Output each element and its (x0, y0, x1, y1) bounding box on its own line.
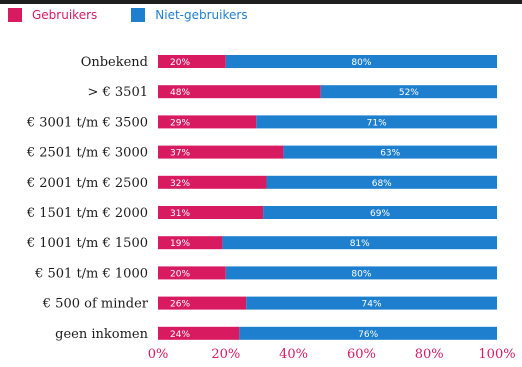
value-label-users: 26% (170, 300, 190, 310)
value-label-users: 20% (170, 58, 190, 68)
legend: Gebruikers Niet-gebruikers (8, 8, 248, 22)
value-label-nonusers: 69% (370, 209, 390, 219)
value-label-users: 19% (170, 239, 190, 249)
category-label: € 1001 t/m € 1500 (26, 236, 148, 251)
bar-users (158, 85, 321, 99)
value-label-nonusers: 81% (350, 239, 370, 249)
category-label: € 501 t/m € 1000 (34, 266, 148, 281)
bar-users (158, 296, 247, 310)
category-label: € 1501 t/m € 2000 (26, 206, 148, 221)
value-label-nonusers: 52% (399, 88, 419, 98)
value-label-users: 37% (170, 149, 190, 159)
bar-users (158, 145, 284, 159)
bar-nonusers (222, 236, 497, 250)
bar-users (158, 266, 226, 280)
value-label-nonusers: 80% (351, 269, 371, 279)
category-label: € 2501 t/m € 3000 (26, 146, 148, 161)
category-label: € 500 of minder (42, 297, 149, 312)
bar-nonusers (225, 55, 498, 68)
legend-item-users: Gebruikers (8, 8, 97, 22)
category-label: € 2001 t/m € 2500 (26, 176, 148, 191)
category-label: € 3001 t/m € 3500 (26, 115, 148, 130)
value-label-users: 31% (170, 209, 190, 219)
value-label-users: 24% (170, 330, 190, 340)
bar-users (158, 206, 264, 219)
x-tick-label: 40% (279, 347, 308, 362)
top-strip (0, 0, 522, 4)
bar-users (158, 326, 240, 340)
legend-label-users: Gebruikers (32, 8, 98, 22)
category-label: geen inkomen (55, 327, 148, 342)
value-label-nonusers: 63% (380, 149, 400, 159)
bar-nonusers (225, 266, 498, 280)
value-label-users: 29% (170, 118, 190, 128)
value-label-nonusers: 74% (362, 300, 382, 310)
bar-nonusers (283, 145, 497, 159)
x-tick-label: 100% (478, 347, 515, 362)
legend-item-nonusers: Niet-gebruikers (131, 8, 248, 22)
bar-nonusers (246, 296, 497, 310)
bar-users (158, 115, 257, 129)
legend-label-nonusers: Niet-gebruikers (155, 8, 248, 22)
bar-nonusers (320, 85, 497, 99)
x-tick-label: 0% (148, 347, 169, 362)
category-label: > € 3501 (87, 85, 148, 100)
value-label-nonusers: 76% (358, 330, 378, 340)
users-swatch (8, 8, 22, 22)
bar-users (158, 55, 226, 68)
value-label-users: 32% (170, 179, 190, 189)
bar-nonusers (263, 206, 497, 219)
bar-nonusers (266, 175, 497, 189)
x-tick-label: 60% (347, 347, 376, 362)
bar-nonusers (256, 115, 497, 129)
bar-users (158, 175, 267, 189)
value-label-nonusers: 68% (372, 179, 392, 189)
value-label-users: 20% (170, 269, 190, 279)
value-label-nonusers: 80% (351, 58, 371, 68)
bar-users (158, 236, 223, 250)
nonusers-swatch (131, 8, 146, 22)
category-label: Onbekend (81, 55, 148, 70)
value-label-nonusers: 71% (367, 118, 387, 128)
value-label-users: 48% (170, 88, 190, 98)
x-tick-label: 80% (415, 347, 444, 362)
bar-nonusers (239, 326, 498, 340)
x-tick-label: 20% (211, 347, 240, 362)
